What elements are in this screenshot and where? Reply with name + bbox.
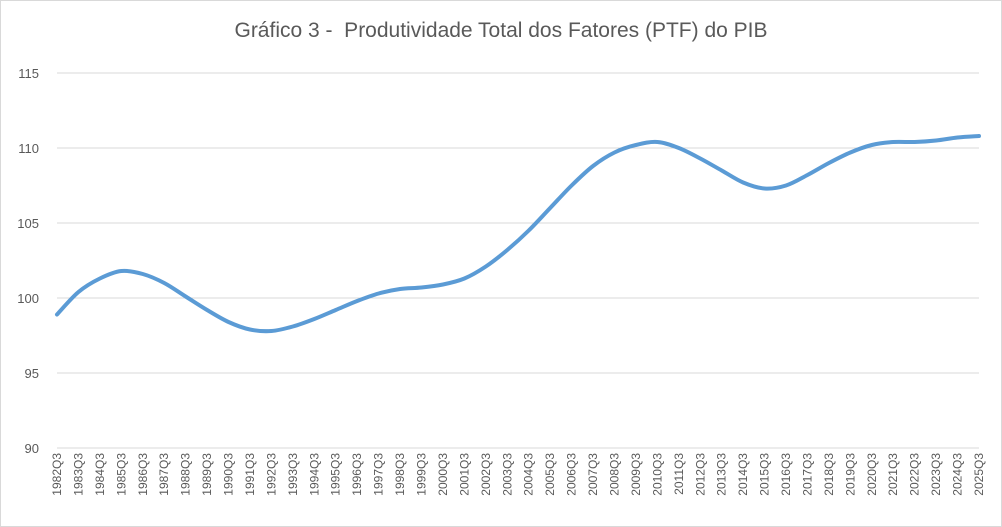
x-tick-label: 2007Q3 bbox=[586, 453, 600, 496]
x-tick-label: 2024Q3 bbox=[951, 453, 965, 496]
x-tick-label: 2010Q3 bbox=[650, 453, 664, 496]
x-tick-label: 2017Q3 bbox=[800, 453, 814, 496]
x-tick-label: 1996Q3 bbox=[350, 453, 364, 496]
x-tick-label: 1983Q3 bbox=[71, 453, 85, 496]
y-tick-label: 115 bbox=[18, 66, 39, 81]
x-tick-label: 1991Q3 bbox=[243, 453, 257, 496]
x-tick-label: 1989Q3 bbox=[200, 453, 214, 496]
y-tick-label: 110 bbox=[18, 141, 39, 156]
x-tick-label: 2025Q3 bbox=[972, 453, 986, 496]
x-tick-label: 2022Q3 bbox=[908, 453, 922, 496]
x-tick-label: 1988Q3 bbox=[179, 453, 193, 496]
y-tick-label: 100 bbox=[17, 291, 39, 306]
x-tick-label: 1986Q3 bbox=[136, 453, 150, 496]
x-tick-label: 2006Q3 bbox=[565, 453, 579, 496]
x-tick-label: 2014Q3 bbox=[736, 453, 750, 496]
x-tick-label: 2008Q3 bbox=[607, 453, 621, 496]
x-tick-label: 1995Q3 bbox=[329, 453, 343, 496]
x-tick-label: 2002Q3 bbox=[479, 453, 493, 496]
x-tick-label: 2016Q3 bbox=[779, 453, 793, 496]
x-tick-label: 1993Q3 bbox=[286, 453, 300, 496]
x-tick-label: 2004Q3 bbox=[522, 453, 536, 496]
chart-title: Gráfico 3 - Produtividade Total dos Fato… bbox=[234, 19, 768, 42]
x-tick-label: 1985Q3 bbox=[114, 453, 128, 496]
x-tick-label: 1984Q3 bbox=[93, 453, 107, 496]
x-tick-label: 2000Q3 bbox=[436, 453, 450, 496]
x-tick-label: 1982Q3 bbox=[50, 453, 64, 496]
x-tick-label: 2009Q3 bbox=[629, 453, 643, 496]
x-tick-label: 1994Q3 bbox=[307, 453, 321, 496]
x-tick-label: 2020Q3 bbox=[865, 453, 879, 496]
x-tick-label: 1998Q3 bbox=[393, 453, 407, 496]
y-tick-label: 105 bbox=[17, 216, 39, 231]
x-tick-label: 2021Q3 bbox=[886, 453, 900, 496]
x-tick-label: 1990Q3 bbox=[222, 453, 236, 496]
x-tick-label: 2003Q3 bbox=[500, 453, 514, 496]
x-tick-label: 1987Q3 bbox=[157, 453, 171, 496]
x-tick-label: 2001Q3 bbox=[457, 453, 471, 496]
x-tick-label: 2018Q3 bbox=[822, 453, 836, 496]
x-tick-label: 1992Q3 bbox=[264, 453, 278, 496]
x-tick-label: 1999Q3 bbox=[415, 453, 429, 496]
x-tick-label: 2019Q3 bbox=[843, 453, 857, 496]
x-tick-label: 2023Q3 bbox=[929, 453, 943, 496]
y-tick-label: 90 bbox=[25, 441, 39, 456]
x-tick-label: 1997Q3 bbox=[372, 453, 386, 496]
x-tick-label: 2012Q3 bbox=[693, 453, 707, 496]
series-line bbox=[55, 134, 981, 334]
x-tick-label: 2015Q3 bbox=[758, 453, 772, 496]
y-tick-label: 95 bbox=[25, 366, 39, 381]
x-tick-label: 2005Q3 bbox=[543, 453, 557, 496]
x-tick-label: 2011Q3 bbox=[672, 453, 686, 495]
x-tick-label: 2013Q3 bbox=[715, 453, 729, 496]
